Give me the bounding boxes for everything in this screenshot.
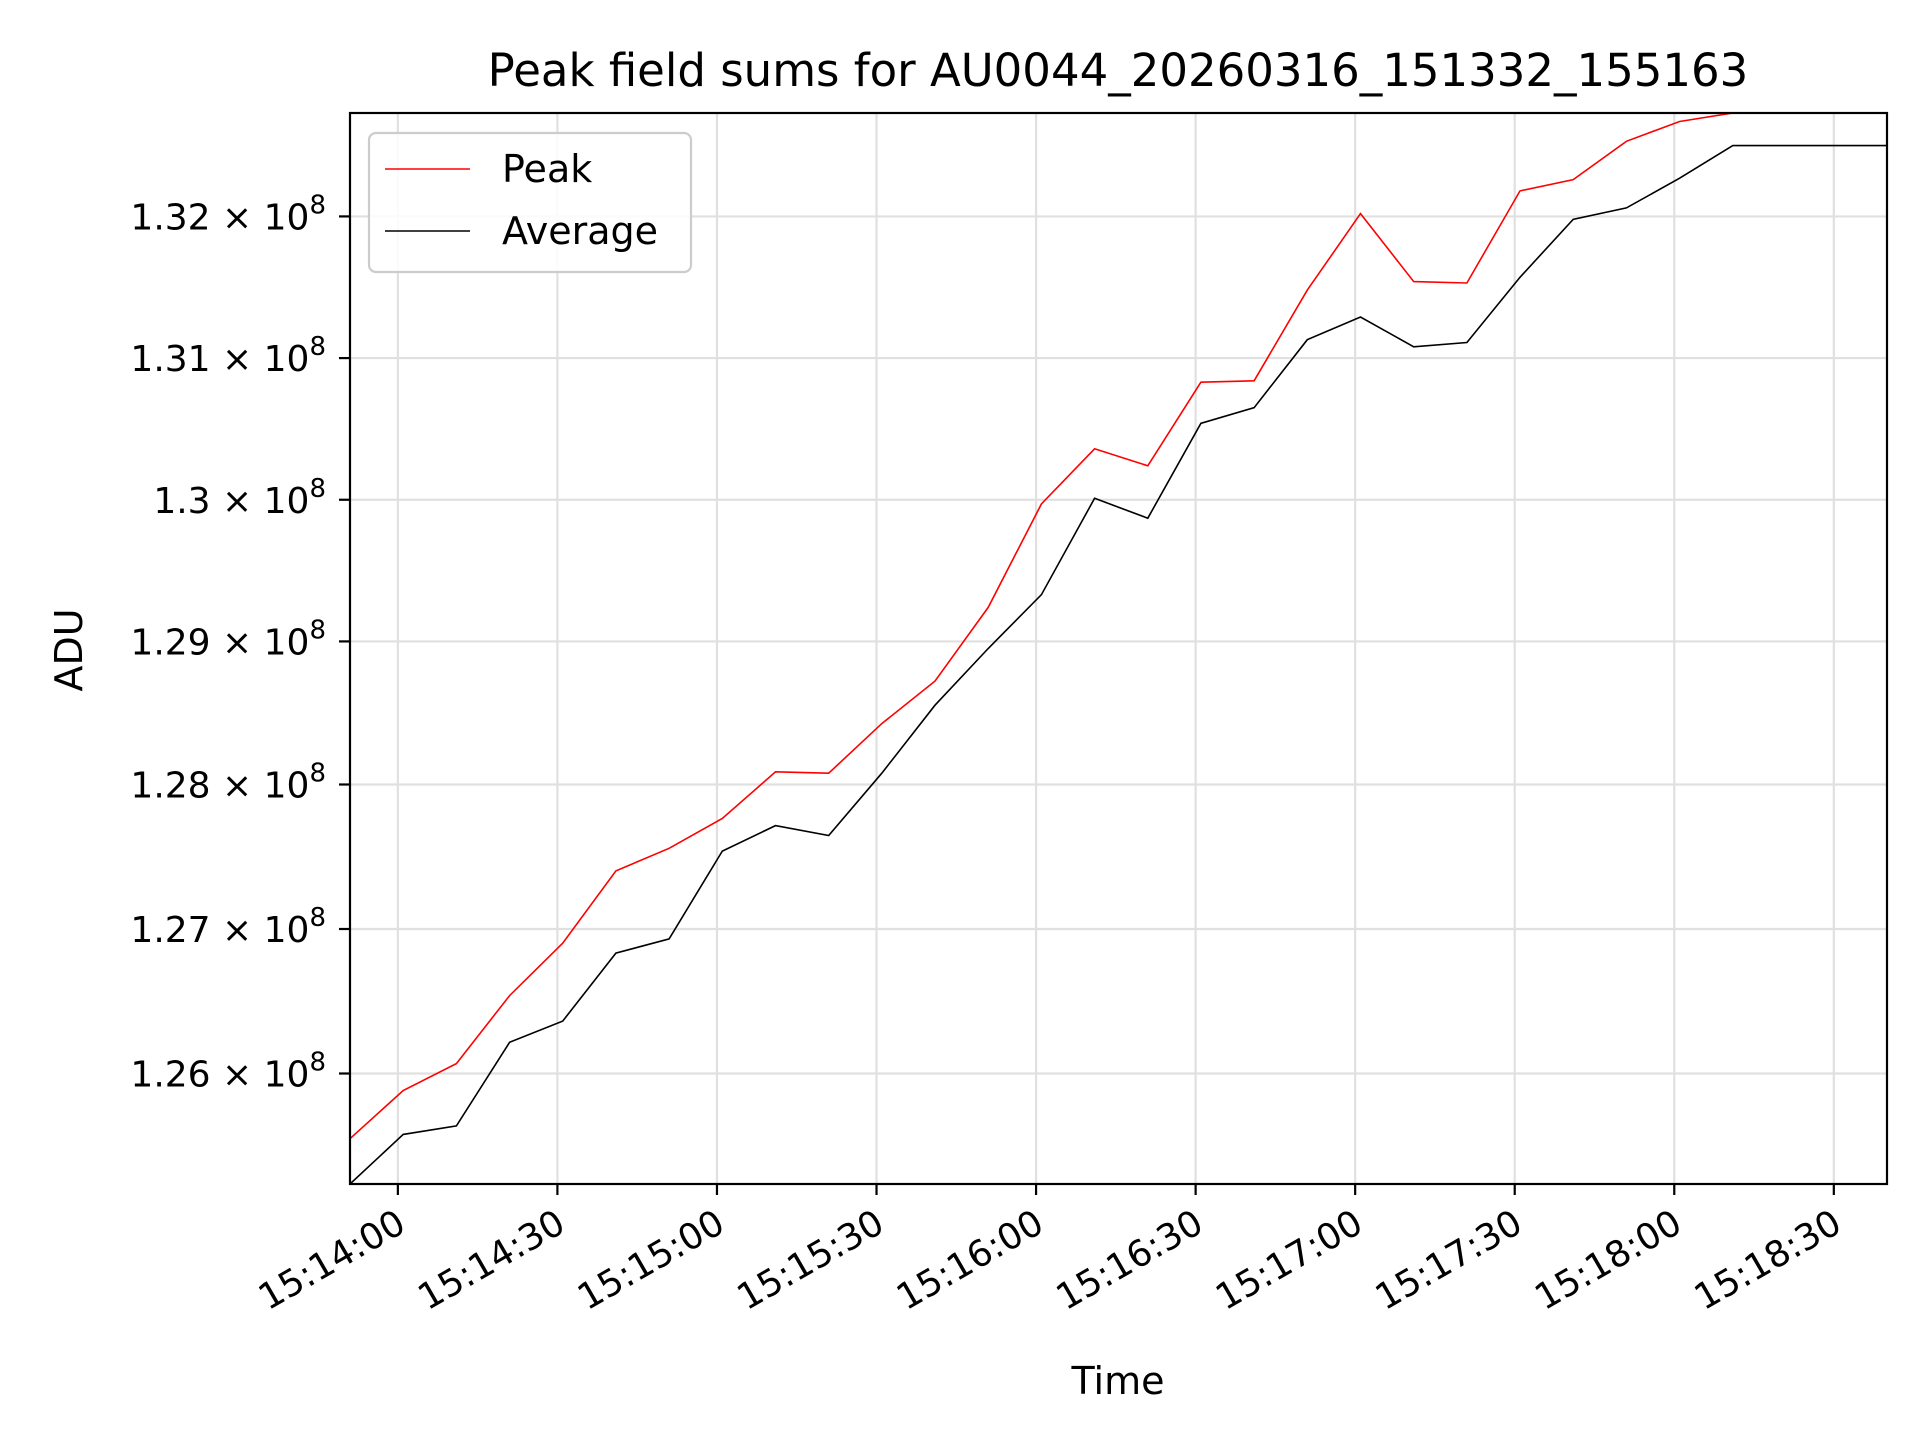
x-tick-label: 15:15:00: [571, 1202, 732, 1318]
y-tick-multiplier: × 10: [222, 1055, 309, 1096]
y-tick-mantissa: 1.26: [130, 1055, 222, 1096]
x-tick-label: 15:14:30: [411, 1202, 572, 1318]
y-tick-exponent: 8: [309, 903, 326, 933]
x-axis-label: Time: [1071, 1359, 1165, 1403]
y-tick-multiplier: × 10: [222, 766, 309, 807]
chart-title: Peak field sums for AU0044_20260316_1513…: [488, 44, 1749, 97]
y-tick-label: 1.28 × 108: [130, 759, 326, 807]
y-tick-mantissa: 1.29: [130, 622, 222, 663]
y-tick-multiplier: × 10: [222, 339, 309, 380]
y-tick-label: 1.31 × 108: [130, 332, 326, 380]
x-tick-label: 15:18:30: [1688, 1202, 1849, 1318]
x-tick-label: 15:17:00: [1209, 1202, 1370, 1318]
x-tick-label: 15:14:00: [252, 1202, 413, 1318]
legend-label-peak: Peak: [502, 147, 592, 191]
legend-label-average: Average: [502, 209, 658, 253]
y-tick-mantissa: 1.3: [153, 481, 222, 522]
y-tick-mantissa: 1.28: [130, 766, 222, 807]
y-tick-mantissa: 1.31: [130, 339, 222, 380]
x-tick-label: 15:15:30: [730, 1202, 891, 1318]
y-tick-multiplier: × 10: [222, 197, 309, 238]
y-tick-exponent: 8: [309, 332, 326, 362]
legend: Peak Average: [367, 131, 693, 274]
y-tick-exponent: 8: [309, 1048, 326, 1078]
series-line-average: [350, 144, 1887, 1184]
y-tick-mantissa: 1.27: [130, 910, 222, 951]
x-tick-label: 15:16:30: [1050, 1202, 1211, 1318]
x-tick-label: 15:17:30: [1369, 1202, 1530, 1318]
plot-frame: [348, 111, 1889, 1186]
y-tick-exponent: 8: [309, 615, 326, 645]
y-tick-label: 1.26 × 108: [130, 1048, 326, 1096]
x-tick-label: 15:16:00: [890, 1202, 1051, 1318]
y-tick-multiplier: × 10: [222, 622, 309, 663]
y-tick-exponent: 8: [309, 474, 326, 504]
y-tick-multiplier: × 10: [222, 481, 309, 522]
grid: [350, 113, 1887, 1184]
x-tick-label: 15:18:00: [1528, 1202, 1689, 1318]
series-layer: [350, 113, 1887, 1184]
y-tick-exponent: 8: [309, 190, 326, 220]
y-tick-multiplier: × 10: [222, 910, 309, 951]
y-tick-label: 1.32 × 108: [130, 190, 326, 238]
y-tick-mantissa: 1.32: [130, 197, 222, 238]
series-line-peak: [350, 113, 1887, 1140]
y-tick-label: 1.27 × 108: [130, 903, 326, 951]
y-tick-label: 1.3 × 108: [153, 474, 326, 522]
legend-box: [367, 131, 693, 274]
x-axis-ticks: 15:14:00 15:14:30 15:15:00 15:15:30 15:16:00…: [252, 1184, 1848, 1319]
y-axis-label: ADU: [47, 608, 91, 691]
y-tick-label: 1.29 × 108: [130, 615, 326, 663]
y-tick-exponent: 8: [309, 759, 326, 789]
